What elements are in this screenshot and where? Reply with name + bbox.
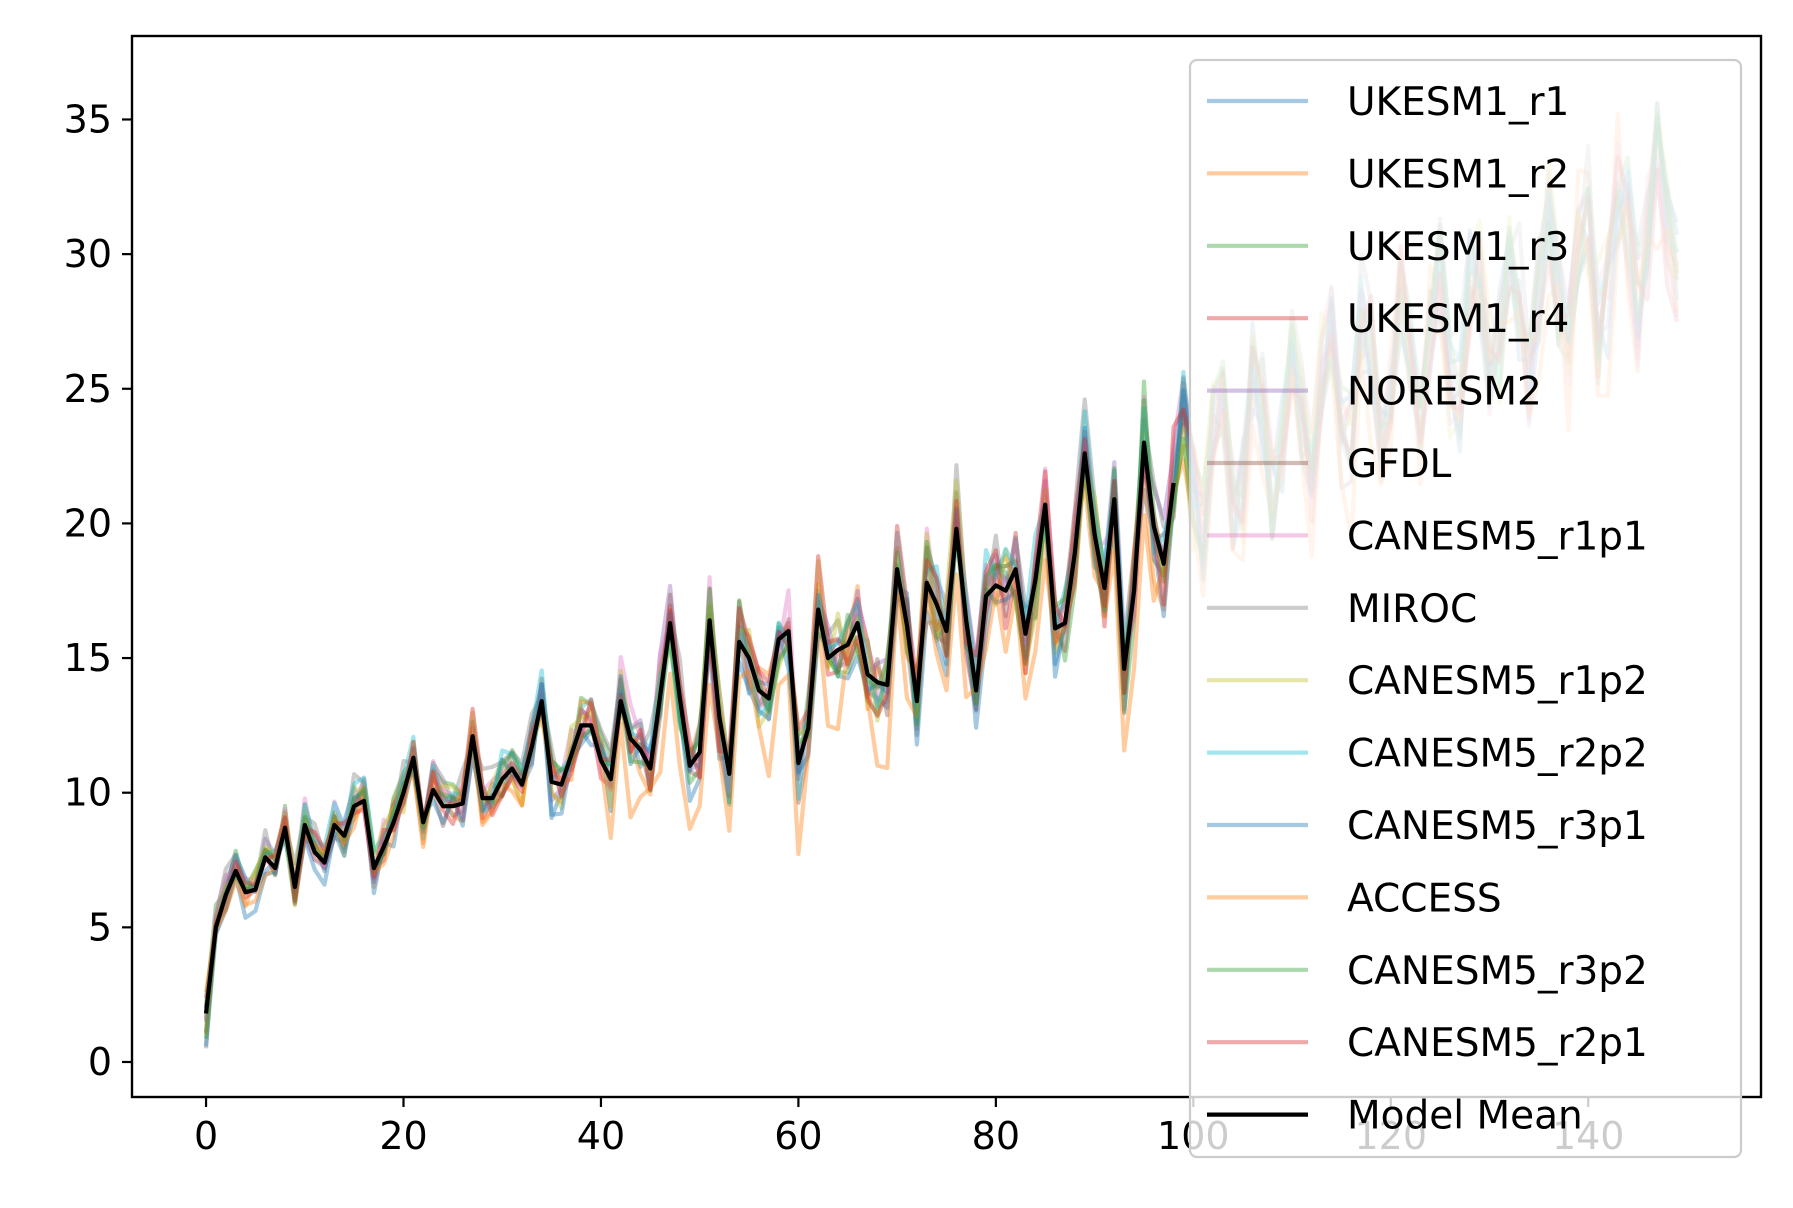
y-tick-label: 10 <box>64 771 112 815</box>
legend-label: MIROC <box>1347 587 1477 632</box>
y-tick-label: 30 <box>64 232 112 276</box>
y-axis: 0 5 10 15 20 25 30 35 <box>64 97 132 1084</box>
y-tick-label: 0 <box>88 1040 112 1084</box>
y-tick-label: 25 <box>64 367 112 411</box>
legend-box <box>1188 58 1743 1159</box>
series-line-model-mean <box>203 440 1176 1014</box>
y-tick-label: 20 <box>64 501 112 545</box>
legend-label: UKESM1_r4 <box>1347 297 1569 342</box>
x-tick-label: 0 <box>194 1114 218 1158</box>
legend-label: UKESM1_r1 <box>1347 80 1569 125</box>
x-tick-label: 60 <box>774 1114 822 1158</box>
legend-label: Model Mean <box>1347 1094 1583 1139</box>
y-tick-label: 15 <box>64 636 112 680</box>
legend-label: NORESM2 <box>1347 370 1542 415</box>
x-tick-label: 40 <box>577 1114 625 1158</box>
legend: UKESM1_r1 UKESM1_r2 UKESM1_r3 UKESM1_r4 NORE… <box>1188 58 1743 1159</box>
legend-label: CANESM5_r3p1 <box>1347 804 1648 849</box>
legend-label: CANESM5_r1p2 <box>1347 659 1648 704</box>
x-tick-label: 80 <box>972 1114 1020 1158</box>
legend-label: CANESM5_r1p1 <box>1347 514 1648 559</box>
legend-label: CANESM5_r2p1 <box>1347 1021 1648 1066</box>
plot-frame <box>130 34 1763 1099</box>
legend-label: UKESM1_r3 <box>1347 225 1569 270</box>
y-tick-label: 35 <box>64 97 112 141</box>
legend-label: CANESM5_r2p2 <box>1347 732 1648 777</box>
legend-label: GFDL <box>1347 442 1452 487</box>
legend-label: CANESM5_r3p2 <box>1347 949 1648 994</box>
x-tick-label: 20 <box>379 1114 427 1158</box>
legend-label: ACCESS <box>1347 876 1502 921</box>
y-tick-label: 5 <box>88 905 112 949</box>
legend-label: UKESM1_r2 <box>1347 152 1569 197</box>
